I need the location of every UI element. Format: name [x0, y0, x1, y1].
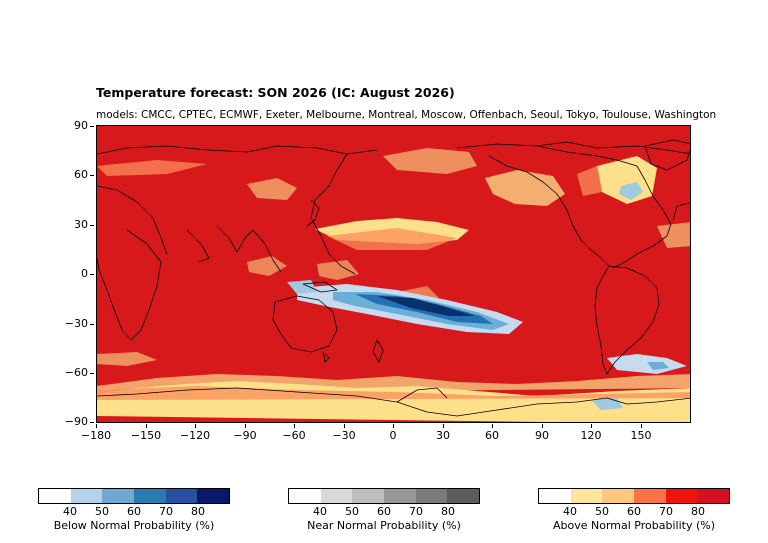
colorbar-swatch: [602, 489, 635, 503]
colorbar-tick-label: 80: [441, 505, 455, 518]
colorbar-swatch: [320, 489, 353, 503]
colorbar-swatch: [415, 489, 448, 503]
colorbar-swatch: [70, 489, 103, 503]
colorbar-tick-label: 60: [127, 505, 141, 518]
x-tick-label: 30: [418, 424, 468, 442]
above-normal-colorbar: 40 50 60 70 80 Above Normal Probability …: [538, 488, 730, 532]
y-tick-label: −60: [64, 366, 95, 379]
x-tick-label: −90: [220, 424, 270, 442]
y-tick-label: 90: [74, 119, 94, 132]
colorbar-tick-label: 70: [409, 505, 423, 518]
colorbar-swatch: [197, 489, 230, 503]
x-tick-label: 60: [467, 424, 517, 442]
colorbar-tick-label: 40: [563, 505, 577, 518]
colorbar-swatch: [289, 489, 321, 503]
colorbar-tick-label: 80: [691, 505, 705, 518]
colorbar-swatch: [134, 489, 166, 503]
below-normal-region: [287, 182, 687, 410]
near-normal-colorbar: 40 50 60 70 80 Near Normal Probability (…: [288, 488, 480, 532]
colorbar-tick-label: 60: [377, 505, 391, 518]
colorbar-swatch: [634, 489, 666, 503]
colorbar-strip: [288, 488, 480, 504]
y-tick-label: −90: [64, 415, 95, 428]
colorbar-swatch: [697, 489, 730, 503]
colorbar-tick-label: 80: [191, 505, 205, 518]
models-subtitle: models: CMCC, CPTEC, ECMWF, Exeter, Melb…: [96, 109, 717, 121]
forecast-map[interactable]: [96, 125, 691, 423]
colorbar-tick-label: 60: [627, 505, 641, 518]
colorbar-swatch: [39, 489, 71, 503]
x-tick-label: −150: [121, 424, 171, 442]
colorbar-ticks: 40 50 60 70 80: [538, 504, 730, 518]
colorbar-swatch: [165, 489, 198, 503]
colorbar-swatch: [102, 489, 135, 503]
colorbar-label: Below Normal Probability (%): [53, 519, 215, 532]
x-tick-label: −60: [269, 424, 319, 442]
x-tick-label: 150: [616, 424, 666, 442]
page-title: Temperature forecast: SON 2026 (IC: Augu…: [96, 85, 455, 100]
colorbar-swatch: [665, 489, 698, 503]
x-tick-label: −120: [170, 424, 220, 442]
colorbar-tick-label: 50: [595, 505, 609, 518]
colorbar-swatch: [570, 489, 603, 503]
x-tick-label: −30: [319, 424, 369, 442]
colorbar-ticks: 40 50 60 70 80: [288, 504, 480, 518]
coastlines: [97, 139, 690, 417]
map-canvas: [97, 126, 690, 422]
x-tick-label: 90: [517, 424, 567, 442]
colorbar-tick-label: 70: [159, 505, 173, 518]
colorbar-tick-label: 70: [659, 505, 673, 518]
colorbar-strip: [538, 488, 730, 504]
colorbar-tick-label: 50: [95, 505, 109, 518]
colorbar-ticks: 40 50 60 70 80: [38, 504, 230, 518]
y-tick-label: 30: [74, 218, 94, 231]
below-normal-colorbar: 40 50 60 70 80 Below Normal Probability …: [38, 488, 230, 532]
colorbar-label: Above Normal Probability (%): [553, 519, 715, 532]
colorbar-label: Near Normal Probability (%): [307, 519, 461, 532]
colorbar-tick-label: 40: [313, 505, 327, 518]
colorbar-swatch: [352, 489, 385, 503]
y-tick-label: −30: [64, 317, 95, 330]
x-tick-label: 120: [566, 424, 616, 442]
colorbar-swatch: [539, 489, 571, 503]
y-tick-label: 0: [81, 267, 94, 280]
colorbar-strip: [38, 488, 230, 504]
x-tick-label: −180: [71, 424, 121, 442]
colorbar-swatch: [447, 489, 480, 503]
colorbar-tick-label: 40: [63, 505, 77, 518]
colorbar-tick-label: 50: [345, 505, 359, 518]
moderate-above-patches: [97, 160, 690, 400]
x-tick-label: 0: [368, 424, 418, 442]
colorbar-swatch: [384, 489, 416, 503]
y-tick-label: 60: [74, 168, 94, 181]
